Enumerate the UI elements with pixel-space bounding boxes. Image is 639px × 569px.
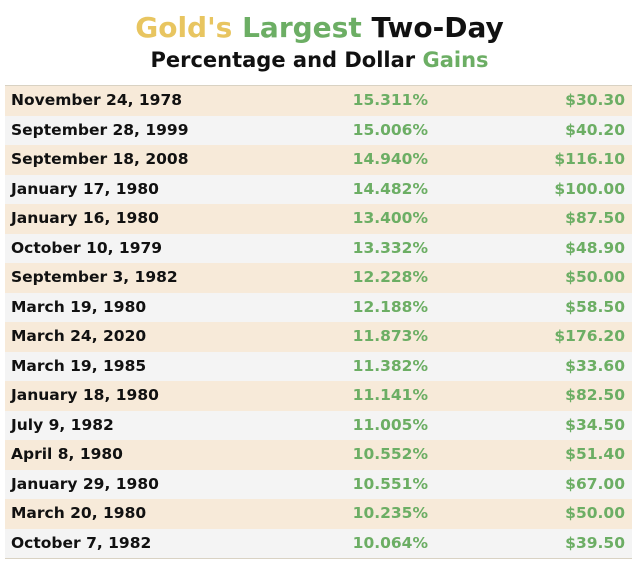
title-gold-word: Gold's (135, 11, 233, 44)
date-cell: July 9, 1982 (11, 415, 114, 434)
percent-gain-cell: 12.188% (352, 297, 428, 316)
percent-gain-cell: 14.940% (352, 150, 428, 168)
table-row: January 16, 1980 13.400% $87.50 (5, 204, 632, 234)
date-cell: November 24, 1978 (11, 91, 183, 109)
percent-gain-cell: 15.311% (352, 91, 428, 109)
dollar-gain-cell: $48.90 (565, 238, 625, 257)
date-cell: March 19, 1980 (11, 297, 147, 316)
date-cell: September 28, 1999 (11, 120, 189, 139)
percent-gain-cell: 10.551% (352, 474, 428, 493)
gains-table: November 24, 1978 15.311% $30.30 September … (5, 85, 632, 559)
dollar-gain-cell: $67.00 (565, 474, 625, 493)
dollar-gain-cell: $116.10 (554, 150, 625, 168)
date-cell: October 7, 1982 (11, 533, 152, 552)
date-cell: April 8, 1980 (11, 445, 123, 463)
title-line-1: Gold's Largest Two-Day (0, 10, 639, 46)
title-line-2: Percentage and Dollar Gains (0, 46, 639, 74)
dollar-gain-cell: $176.20 (554, 327, 625, 345)
dollar-gain-cell: $30.30 (565, 91, 625, 109)
percent-gain-cell: 14.482% (352, 179, 428, 198)
table-row: January 29, 1980 10.551% $67.00 (5, 469, 632, 499)
date-cell: January 16, 1980 (11, 209, 159, 227)
dollar-gain-cell: $39.50 (565, 533, 625, 552)
table-row: March 19, 1980 12.188% $58.50 (5, 292, 632, 322)
date-cell: January 29, 1980 (11, 474, 159, 493)
dollar-gain-cell: $50.00 (565, 268, 625, 286)
percent-gain-cell: 11.141% (352, 386, 428, 404)
date-cell: March 19, 1985 (11, 356, 147, 375)
subtitle-main-words: Percentage and Dollar (150, 48, 416, 72)
table-row: September 28, 1999 15.006% $40.20 (5, 115, 632, 145)
table-row: January 17, 1980 14.482% $100.00 (5, 174, 632, 204)
date-cell: January 18, 1980 (11, 386, 159, 404)
table-row: September 3, 1982 12.228% $50.00 (5, 263, 632, 293)
percent-gain-cell: 12.228% (352, 268, 428, 286)
percent-gain-cell: 10.064% (352, 533, 428, 552)
percent-gain-cell: 15.006% (352, 120, 428, 139)
table-row: July 9, 1982 11.005% $34.50 (5, 410, 632, 440)
table-row: November 24, 1978 15.311% $30.30 (5, 86, 632, 116)
percent-gain-cell: 11.873% (352, 327, 428, 345)
table-row: September 18, 2008 14.940% $116.10 (5, 145, 632, 175)
table-row: October 10, 1979 13.332% $48.90 (5, 233, 632, 263)
percent-gain-cell: 11.382% (352, 356, 428, 375)
dollar-gain-cell: $50.00 (565, 504, 625, 522)
date-cell: March 24, 2020 (11, 327, 147, 345)
dollar-gain-cell: $82.50 (565, 386, 625, 404)
dollar-gain-cell: $51.40 (565, 445, 625, 463)
table-row: January 18, 1980 11.141% $82.50 (5, 381, 632, 411)
table-row: March 20, 1980 10.235% $50.00 (5, 499, 632, 529)
subtitle-gains-word: Gains (422, 48, 489, 72)
percent-gain-cell: 10.552% (352, 445, 428, 463)
percent-gain-cell: 13.400% (352, 209, 428, 227)
date-cell: September 18, 2008 (11, 150, 189, 168)
dollar-gain-cell: $33.60 (565, 356, 625, 375)
title-largest-word: Largest (242, 11, 362, 44)
table-row: March 24, 2020 11.873% $176.20 (5, 322, 632, 352)
table-row: March 19, 1985 11.382% $33.60 (5, 351, 632, 381)
percent-gain-cell: 13.332% (352, 238, 428, 257)
chart-title: Gold's Largest Two-Day Percentage and Do… (0, 10, 639, 74)
dollar-gain-cell: $40.20 (565, 120, 625, 139)
title-two-day-word: Two-Day (371, 11, 504, 44)
percent-gain-cell: 10.235% (352, 504, 428, 522)
date-cell: March 20, 1980 (11, 504, 147, 522)
date-cell: January 17, 1980 (11, 179, 159, 198)
dollar-gain-cell: $100.00 (554, 179, 625, 198)
table-row: April 8, 1980 10.552% $51.40 (5, 440, 632, 470)
dollar-gain-cell: $58.50 (565, 297, 625, 316)
date-cell: September 3, 1982 (11, 268, 178, 286)
table-row: October 7, 1982 10.064% $39.50 (5, 528, 632, 558)
dollar-gain-cell: $87.50 (565, 209, 625, 227)
date-cell: October 10, 1979 (11, 238, 163, 257)
percent-gain-cell: 11.005% (352, 415, 428, 434)
dollar-gain-cell: $34.50 (565, 415, 625, 434)
